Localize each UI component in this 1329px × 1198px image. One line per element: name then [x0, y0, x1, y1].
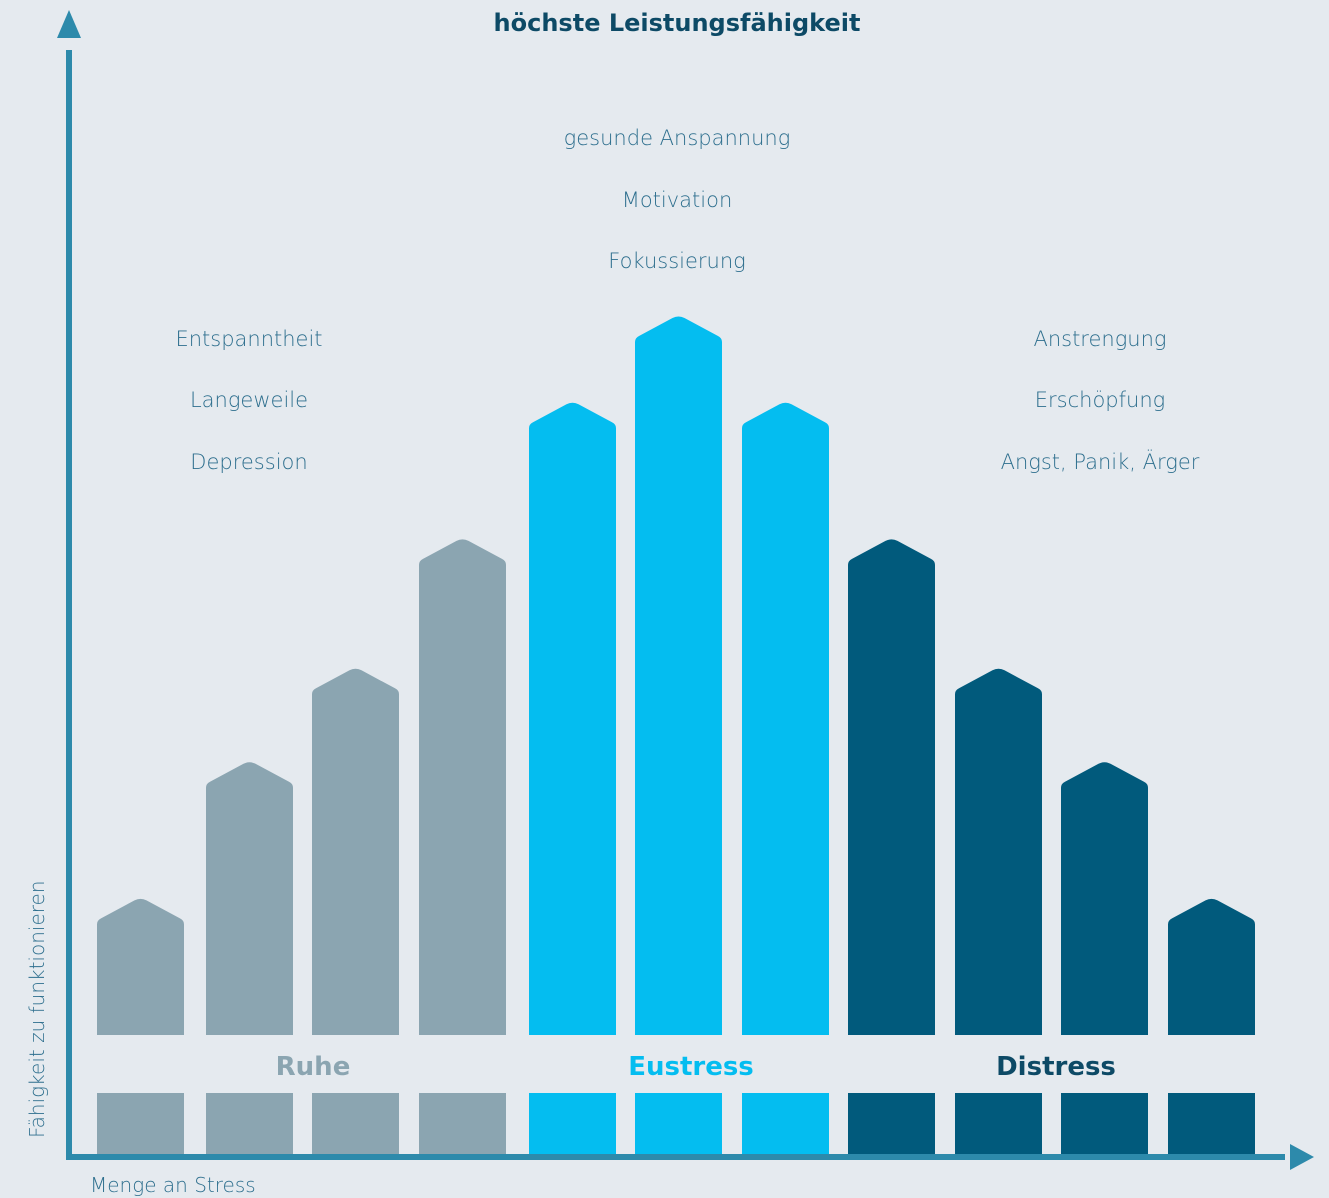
ruhe-description-3: Depression [190, 450, 307, 474]
chart-title: höchste Leistungsfähigkeit [494, 9, 861, 37]
distress-description-2: Erschöpfung [1035, 388, 1166, 412]
group-label-distress: Distress [996, 1052, 1116, 1082]
group-label-ruhe: Ruhe [276, 1052, 351, 1082]
bar-ruhe-4 [419, 539, 506, 1035]
bar-distress-3 [1061, 762, 1148, 1035]
eustress-description-2: Motivation [622, 188, 733, 212]
bar-base-ruhe-2 [206, 1093, 293, 1154]
bar-eustress-3 [742, 402, 829, 1035]
x-axis-arrow-icon [1290, 1144, 1314, 1170]
eustress-description-1: gesunde Anspannung [564, 126, 791, 150]
bar-base-distress-4 [1168, 1093, 1255, 1154]
bar-ruhe-1 [97, 898, 184, 1035]
bar-eustress-2 [635, 316, 722, 1035]
y-axis-label: Fähigkeit zu funktionieren [25, 880, 49, 1138]
bar-base-eustress-1 [529, 1093, 616, 1154]
bar-distress-4 [1168, 898, 1255, 1035]
axes [57, 10, 1314, 1170]
distress-description-3: Angst, Panik, Ärger [1001, 448, 1200, 474]
bar-base-distress-2 [955, 1093, 1042, 1154]
bar-base-distress-3 [1061, 1093, 1148, 1154]
bar-base-ruhe-4 [419, 1093, 506, 1154]
bar-series [97, 316, 1255, 1154]
bar-eustress-1 [529, 402, 616, 1035]
ruhe-description-2: Langeweile [190, 388, 308, 412]
group-label-eustress: Eustress [628, 1052, 754, 1082]
bar-distress-2 [955, 668, 1042, 1035]
bar-base-distress-1 [848, 1093, 935, 1154]
bar-ruhe-2 [206, 762, 293, 1035]
bar-base-ruhe-1 [97, 1093, 184, 1154]
bar-distress-1 [848, 539, 935, 1035]
distress-description-1: Anstrengung [1033, 327, 1166, 351]
bar-base-eustress-3 [742, 1093, 829, 1154]
y-axis-arrow-icon [57, 10, 81, 38]
eustress-description-3: Fokussierung [608, 249, 746, 273]
bar-ruhe-3 [312, 668, 399, 1035]
ruhe-description-1: Entspanntheit [175, 327, 322, 351]
bar-base-ruhe-3 [312, 1093, 399, 1154]
x-axis-label: Menge an Stress [90, 1173, 256, 1197]
bar-base-eustress-2 [635, 1093, 722, 1154]
